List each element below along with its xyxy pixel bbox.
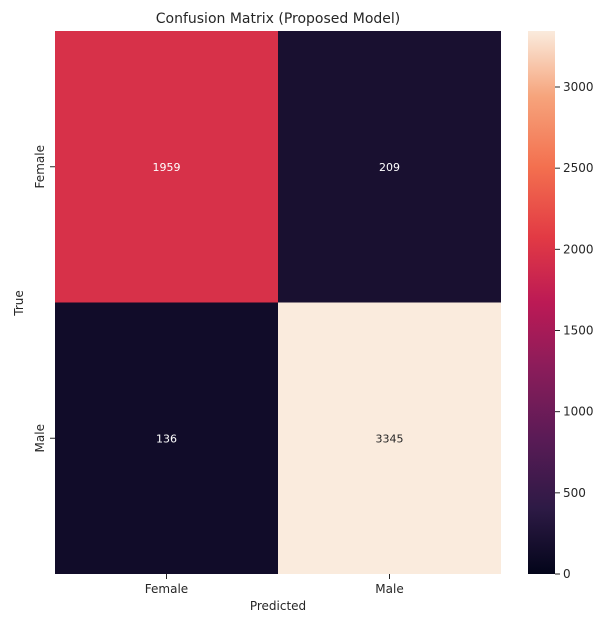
colorbar-tick-label: 1500 [563, 324, 594, 338]
heatmap-cell [55, 302, 278, 574]
y-tick-label: Male [33, 424, 47, 452]
cell-value-label: 209 [379, 161, 400, 174]
cell-value-label: 3345 [376, 432, 404, 445]
heatmap-cells [55, 31, 501, 574]
cell-value-label: 1959 [153, 161, 181, 174]
y-axis-ticks: Female Male [33, 145, 55, 452]
colorbar-tick-label: 500 [563, 486, 586, 500]
heatmap-cell [278, 302, 501, 574]
heatmap-cell [278, 31, 501, 303]
colorbar-tick-label: 2000 [563, 242, 594, 256]
x-axis-label: Predicted [250, 599, 306, 613]
colorbar-tick-label: 3000 [563, 80, 594, 94]
colorbar-ticks: 0 500 1000 1500 2000 2500 3000 [555, 80, 594, 581]
heatmap-cell [55, 31, 278, 303]
chart-title: Confusion Matrix (Proposed Model) [156, 11, 400, 27]
x-tick-label: Female [145, 582, 188, 596]
x-tick-label: Male [375, 582, 403, 596]
y-tick-label: Female [33, 145, 47, 188]
cell-annotations: 1959 209 136 3345 [153, 161, 404, 446]
colorbar-tick-label: 0 [563, 567, 571, 581]
x-axis-ticks: Female Male [145, 574, 404, 596]
y-axis-label: True [12, 290, 26, 317]
colorbar [528, 31, 555, 574]
colorbar-tick-label: 1000 [563, 405, 594, 419]
cell-value-label: 136 [156, 432, 177, 445]
colorbar-tick-label: 2500 [563, 161, 594, 175]
